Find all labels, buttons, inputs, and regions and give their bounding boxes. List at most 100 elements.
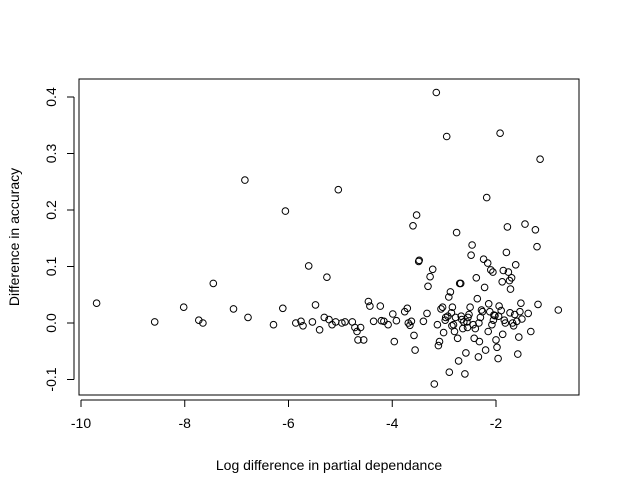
data-point <box>513 317 521 326</box>
data-point <box>457 312 466 321</box>
data-point <box>531 226 540 234</box>
data-point <box>454 357 463 365</box>
data-point <box>495 302 503 310</box>
data-point <box>244 313 252 322</box>
data-point <box>334 185 343 194</box>
data-point <box>496 129 504 137</box>
data-point <box>411 346 419 354</box>
data-point <box>489 268 497 276</box>
y-tick-label: 0.3 <box>43 144 59 164</box>
data-point <box>320 313 329 322</box>
data-point <box>439 328 448 337</box>
data-point <box>432 88 441 97</box>
data-point <box>492 336 500 344</box>
data-point <box>463 318 471 326</box>
data-point <box>484 327 493 336</box>
data-point <box>527 327 535 336</box>
data-point <box>501 319 510 327</box>
data-point <box>536 155 544 163</box>
data-point <box>477 306 486 314</box>
data-point <box>354 336 362 344</box>
x-tick-label: -4 <box>386 415 399 431</box>
x-tick-label: -8 <box>179 415 192 431</box>
data-point <box>179 303 188 312</box>
data-point <box>409 222 417 230</box>
data-point <box>446 288 455 296</box>
data-point <box>412 211 421 219</box>
data-point <box>389 310 397 318</box>
data-point <box>489 316 498 325</box>
y-tick-label: 0.0 <box>43 313 59 333</box>
data-point <box>299 322 307 330</box>
data-point <box>292 319 300 327</box>
data-point <box>441 316 450 325</box>
data-point <box>474 353 483 361</box>
data-point <box>311 301 320 309</box>
data-point <box>364 297 373 306</box>
data-point <box>269 320 278 329</box>
data-point <box>430 380 439 388</box>
data-point <box>521 220 529 228</box>
data-point <box>478 307 487 316</box>
data-point <box>428 265 437 274</box>
plot-frame <box>78 78 580 396</box>
data-point <box>471 324 480 333</box>
x-tick-label: -10 <box>71 415 91 431</box>
data-point <box>515 333 523 341</box>
data-point <box>499 266 508 275</box>
data-point <box>475 319 483 327</box>
data-point <box>424 282 432 291</box>
data-point <box>434 341 443 350</box>
data-point <box>487 266 495 274</box>
data-point <box>453 334 462 343</box>
data-point <box>369 317 378 326</box>
data-point <box>447 309 456 317</box>
data-point <box>229 305 238 313</box>
data-point <box>415 256 424 265</box>
data-point <box>479 255 488 264</box>
y-tick-label: 0.1 <box>43 257 59 277</box>
data-point <box>341 318 349 326</box>
y-axis-label: Difference in accuracy <box>6 168 22 306</box>
data-point <box>514 350 522 358</box>
data-point <box>470 334 479 343</box>
data-point <box>356 323 365 332</box>
x-tick-label: -2 <box>490 415 503 431</box>
data-point <box>452 228 461 237</box>
data-point <box>475 337 484 346</box>
y-tick-label: 0.4 <box>43 87 59 107</box>
data-point <box>448 303 457 312</box>
data-point <box>506 309 514 317</box>
data-point <box>494 354 502 363</box>
data-point <box>511 261 520 269</box>
data-point <box>406 321 414 330</box>
data-point <box>502 248 511 257</box>
data-point <box>433 320 442 329</box>
data-point <box>419 317 428 326</box>
data-point <box>435 337 444 346</box>
data-point <box>507 274 516 282</box>
data-point <box>351 323 359 332</box>
data-point <box>315 326 324 334</box>
data-point <box>467 251 475 259</box>
data-point <box>366 302 374 310</box>
data-point <box>423 309 431 318</box>
data-point <box>438 303 447 312</box>
data-point <box>426 272 434 281</box>
y-axis: -0.1 0.0 0.1 0.2 0.3 0.4 <box>43 87 75 392</box>
data-point <box>323 273 331 282</box>
data-point <box>441 313 450 322</box>
data-point <box>199 319 207 327</box>
data-point <box>384 320 392 329</box>
data-point <box>524 309 533 318</box>
data-point <box>437 305 445 313</box>
y-tick-label: -0.1 <box>43 367 59 391</box>
data-point <box>403 304 412 313</box>
data-point <box>504 268 513 276</box>
data-point <box>92 299 101 308</box>
data-point <box>407 317 416 326</box>
data-point <box>488 320 496 329</box>
data-point <box>554 306 563 314</box>
